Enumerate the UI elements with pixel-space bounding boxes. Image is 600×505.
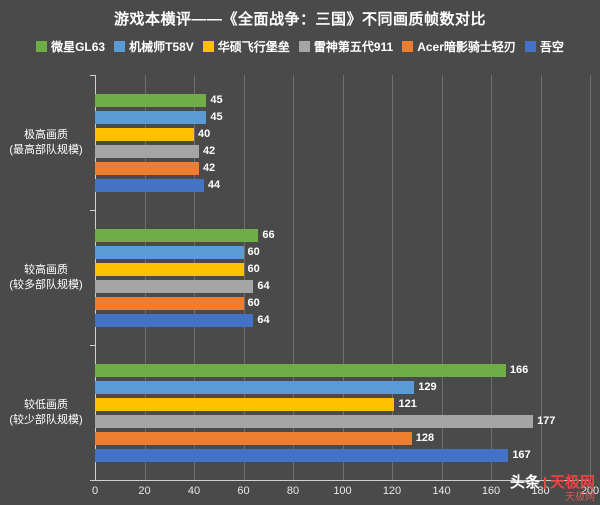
- bar: [95, 397, 395, 411]
- bar-value-label: 177: [537, 414, 556, 427]
- x-axis-tick-label: 20: [138, 485, 151, 497]
- x-axis-tick-label: 120: [382, 485, 402, 497]
- legend-label: 吾空: [539, 40, 564, 54]
- bar: [95, 228, 259, 242]
- bar-value-label: 45: [210, 110, 223, 123]
- chart-title: 游戏本横评——《全面战争：三国》不同画质帧数对比: [113, 11, 486, 28]
- gridline: [590, 75, 591, 480]
- bar-value-label: 60: [247, 245, 260, 258]
- category-axis-tick: [90, 75, 95, 76]
- gridline: [144, 75, 146, 480]
- category-axis-tick: [90, 345, 95, 346]
- bar: [95, 262, 244, 276]
- category-label-line1: 极高画质: [24, 128, 68, 141]
- category-label-line2: (较少部队规模): [9, 413, 83, 426]
- gridline: [342, 75, 344, 480]
- bar-value-label: 40: [198, 127, 211, 140]
- bar: [95, 380, 415, 394]
- x-axis-tick-label: 0: [91, 485, 99, 497]
- gridline: [194, 75, 195, 480]
- bar: [95, 178, 204, 192]
- x-axis-tick-label: 160: [481, 485, 501, 497]
- bar-value-label: 42: [202, 144, 216, 157]
- bar: [95, 161, 199, 175]
- legend-swatch: [298, 41, 310, 52]
- x-axis-line: [95, 480, 590, 481]
- bar-value-label: 60: [247, 262, 260, 275]
- gridline: [392, 75, 393, 480]
- bar: [95, 110, 207, 124]
- category-label-line2: (最高部队规模): [9, 143, 83, 156]
- bar: [95, 363, 506, 377]
- x-axis-tick-label: 140: [432, 485, 451, 497]
- legend-item: 微星GL63: [36, 38, 105, 55]
- bar: [95, 127, 194, 141]
- legend-label: 机械师T58V: [129, 40, 194, 54]
- bar: [95, 431, 412, 445]
- category-axis-tick: [90, 480, 95, 481]
- legend-swatch: [402, 41, 414, 52]
- legend: 微星GL63 机械师T58V 华硕飞行堡垒 雷神第五代911 Acer暗影骑士轻刃 吾空: [0, 38, 600, 55]
- x-axis-tick-label: 60: [237, 485, 250, 497]
- gridline: [441, 75, 443, 480]
- bar: [95, 296, 244, 310]
- legend-item: 机械师T58V: [114, 38, 194, 55]
- watermark-divider: [543, 476, 546, 489]
- bar: [95, 414, 534, 428]
- category-label: 较低画质 (较少部队规模): [2, 398, 90, 428]
- legend-label: 雷神第五代911: [313, 40, 394, 54]
- bar-value-label: 45: [210, 93, 223, 106]
- x-axis-tick-label: 100: [333, 485, 352, 497]
- bar: [95, 279, 254, 293]
- bar-value-label: 60: [247, 296, 260, 309]
- legend-swatch: [114, 41, 126, 52]
- legend-item: 华硕飞行堡垒: [202, 38, 290, 55]
- value-axis-line: [95, 75, 96, 480]
- legend-swatch: [36, 41, 48, 52]
- gridline: [243, 75, 245, 480]
- category-label-line2: (较多部队规模): [9, 278, 83, 291]
- bar-value-label: 44: [207, 178, 221, 191]
- bar-value-label: 166: [509, 363, 529, 376]
- x-axis-tick-label: 200: [580, 485, 600, 497]
- x-axis-tick-label: 40: [187, 485, 201, 497]
- watermark-subtext: 天极网: [565, 491, 595, 503]
- bar-value-label: 42: [202, 161, 216, 174]
- bar-value-label: 66: [262, 228, 275, 241]
- bar: [95, 245, 244, 259]
- bar: [95, 144, 199, 158]
- bar: [95, 93, 207, 107]
- legend-label: Acer暗影骑士轻刃: [417, 40, 516, 54]
- legend-label: 华硕飞行堡垒: [217, 40, 290, 54]
- bar-value-label: 129: [418, 380, 437, 393]
- category-axis-tick: [90, 210, 95, 211]
- legend-item: Acer暗影骑士轻刃: [402, 38, 516, 55]
- bar: [95, 313, 254, 327]
- x-axis-tick-label: 80: [286, 485, 300, 497]
- bar-value-label: 128: [415, 431, 435, 444]
- category-label-line1: 较低画质: [24, 398, 68, 411]
- bar: [95, 448, 509, 462]
- bar-value-label: 64: [257, 279, 270, 292]
- category-label-line1: 较高画质: [24, 263, 68, 276]
- bar-value-label: 121: [398, 397, 417, 410]
- legend-label: 微星GL63: [51, 40, 106, 54]
- bar-value-label: 64: [257, 313, 270, 326]
- gridline: [293, 75, 294, 480]
- toutiao-logo-text: 头条: [509, 474, 540, 492]
- category-label: 极高画质 (最高部队规模): [2, 128, 90, 158]
- legend-swatch: [524, 41, 536, 52]
- gridline: [540, 75, 542, 480]
- watermark: 头条 天极网 天极网: [510, 474, 595, 503]
- watermark-site-name: 天极网: [549, 474, 595, 492]
- legend-item: 雷神第五代911: [298, 38, 394, 55]
- bar-value-label: 167: [512, 448, 531, 461]
- legend-item: 吾空: [524, 38, 564, 55]
- legend-swatch: [202, 41, 214, 52]
- watermark-line1: 头条 天极网: [510, 474, 595, 491]
- gridline: [491, 75, 492, 480]
- category-label: 较高画质 (较多部队规模): [2, 263, 90, 293]
